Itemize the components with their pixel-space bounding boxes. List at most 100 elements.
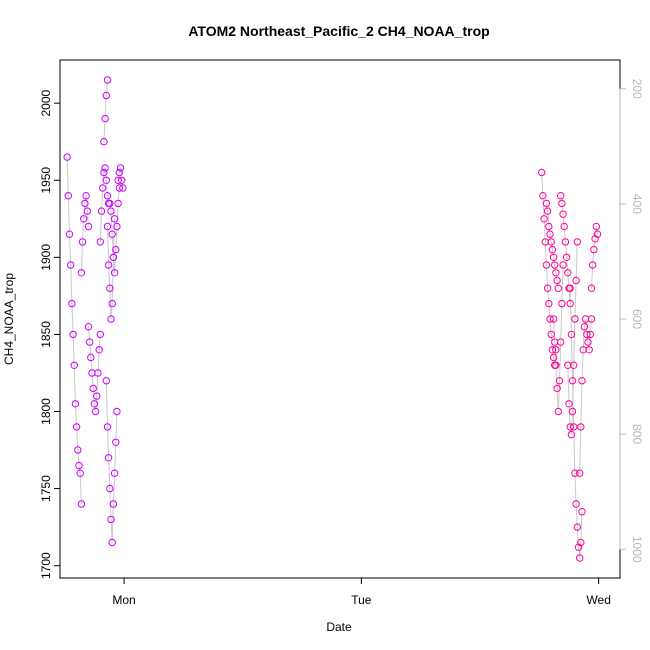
data-point [106,284,114,292]
data-point [84,323,93,331]
secondary-y-axis: 200 400 600 800 1000 [619,79,644,563]
data-point [584,338,592,346]
data-point [567,330,576,339]
trace-line-0-2 [88,326,101,412]
data-point [558,299,566,308]
data-point [583,330,591,339]
data-point [558,199,566,208]
data-point [107,515,115,524]
data-point [115,168,124,177]
data-point [578,508,586,516]
data-point [572,276,580,285]
trace-line-0-8 [117,167,124,189]
data-point [576,554,584,562]
data-point [545,299,553,308]
data-point [90,400,99,408]
y-tick-label-5: 1950 [39,167,53,194]
data-point [104,261,113,269]
data-point [100,168,108,177]
x-tick-label-0: Mon [112,593,135,607]
x-tick-label-1: Tue [351,593,372,607]
data-point [74,446,82,454]
data-point [77,269,86,277]
data-point [107,315,115,323]
data-point [94,369,102,377]
data-point [119,184,127,192]
trace-line-0-0 [66,157,82,505]
data-point [78,238,87,246]
y2-tick-label-4: 1000 [630,536,644,563]
data-point [72,423,81,431]
trace-line-1-6 [579,318,592,474]
data-point [549,253,558,261]
data-point [81,199,89,208]
data-point [548,245,557,254]
data-point [546,315,554,323]
data-point [118,176,126,185]
data-point [565,400,573,408]
data-point [571,469,579,477]
data-point [82,192,90,200]
data-point [64,192,73,200]
data-point [557,192,565,200]
data-point [103,76,112,84]
data-point [587,284,596,292]
data-point [102,377,111,385]
data-point [576,469,584,477]
data-point [549,353,558,362]
data-point [538,168,546,177]
data-point [103,423,112,431]
plot-area-frame [59,59,621,579]
data-point [557,338,565,346]
y-tick-label-3: 1850 [39,321,53,348]
data-point [106,199,114,208]
data-point [559,210,567,218]
data-point [549,315,558,323]
data-point [554,407,562,416]
y-tick-label-1: 1750 [39,475,53,502]
data-point [589,261,597,269]
data-point [587,315,596,323]
y-tick-label-2: 1800 [39,398,53,425]
data-point [573,523,581,531]
data-point [77,500,86,508]
data-point [108,538,116,547]
data-point [590,245,598,254]
data-point [542,199,551,208]
data-point [71,400,80,408]
y2-tick-label-1: 400 [630,194,644,214]
data-point [114,176,122,185]
chart-title: ATOM2 Northeast_Pacific_2 CH4_NOAA_trop [188,23,489,39]
y-tick-label-0: 1700 [39,552,53,579]
trace-line-1-1 [545,203,559,289]
trace-line-1-4 [567,241,578,435]
data-point [566,423,574,431]
data-point [101,114,109,123]
data-point [574,543,583,551]
data-point [571,315,579,323]
data-point [577,423,585,431]
data-point [567,430,576,439]
data-point [570,361,578,369]
x-axis: Mon Tue Wed [112,577,611,607]
data-point [68,299,76,308]
data-point [113,407,121,416]
trace-line-0-3 [99,167,110,242]
data-point [580,323,589,331]
data-point [562,253,571,261]
data-point [568,407,577,416]
data-points [63,76,602,562]
data-point [586,330,594,339]
data-point [547,330,555,339]
data-point [543,284,552,292]
trace-line-1-0 [541,172,557,366]
data-point [97,207,106,215]
data-point [110,215,119,223]
data-point [553,384,561,393]
trace-line-0-1 [80,195,89,273]
data-point [577,538,585,547]
y-tick-label-6: 2000 [39,89,53,116]
data-point [548,346,557,354]
data-point [87,353,95,362]
data-point [564,269,572,277]
